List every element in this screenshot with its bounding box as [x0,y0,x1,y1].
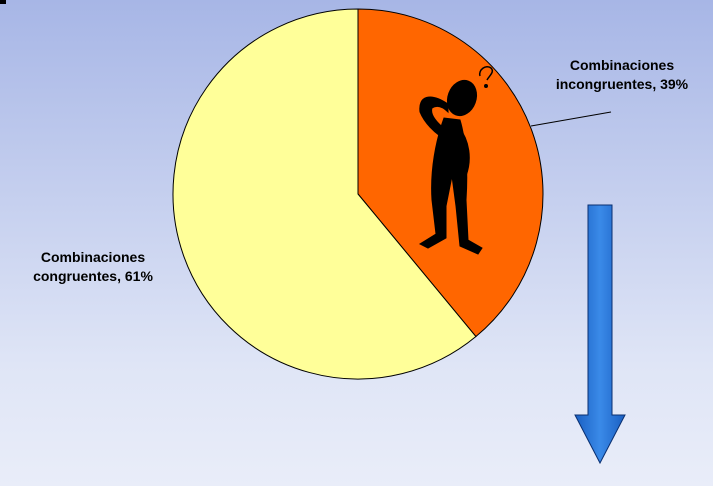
data-label: Combinaciones incongruentes, 39% [555,57,689,92]
data-label: Combinaciones congruentes, 61% [33,249,153,284]
down-arrow [574,204,626,465]
thinking-figure [418,65,494,255]
leader-line [530,111,612,127]
pie [172,8,544,380]
pie-slice [172,8,477,380]
corner-mark [0,0,6,4]
